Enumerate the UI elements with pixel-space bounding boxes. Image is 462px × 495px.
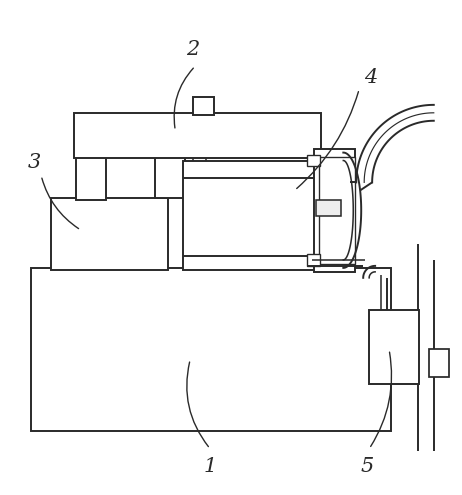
Bar bbox=[319, 156, 355, 264]
Bar bbox=[31, 268, 391, 431]
Text: 1: 1 bbox=[203, 457, 217, 476]
Bar bbox=[74, 113, 322, 157]
Bar bbox=[369, 310, 419, 384]
Bar bbox=[183, 160, 316, 270]
Bar bbox=[51, 198, 168, 270]
Text: 2: 2 bbox=[186, 40, 199, 59]
Bar bbox=[76, 155, 106, 200]
Bar bbox=[429, 349, 449, 377]
Bar bbox=[316, 200, 341, 216]
Text: 4: 4 bbox=[365, 67, 378, 87]
Bar bbox=[307, 154, 321, 166]
Text: 3: 3 bbox=[28, 153, 41, 172]
Bar bbox=[307, 254, 321, 266]
Text: 5: 5 bbox=[360, 457, 374, 476]
Bar bbox=[315, 148, 355, 272]
Bar bbox=[155, 155, 185, 198]
Bar bbox=[193, 97, 214, 115]
